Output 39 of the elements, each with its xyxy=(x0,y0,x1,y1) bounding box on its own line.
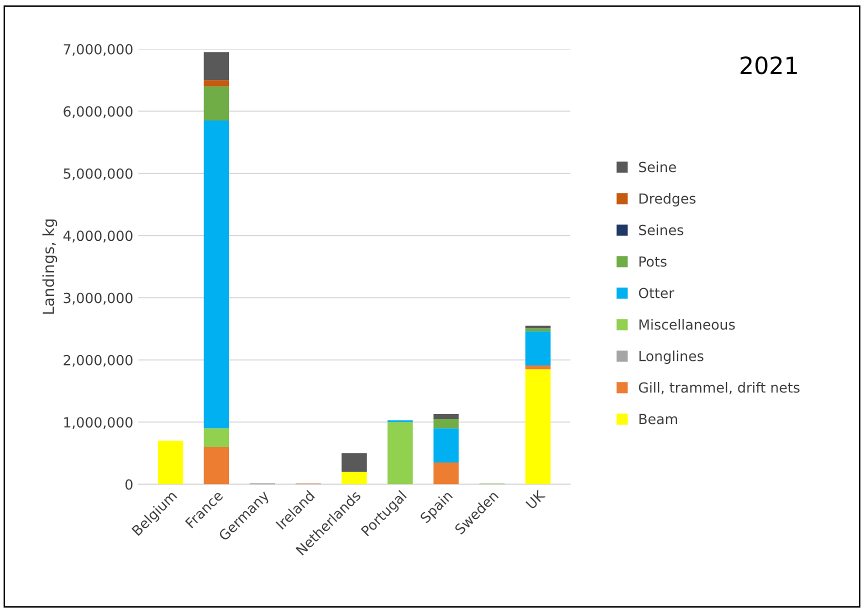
legend-label: Gill, trammel, drift nets xyxy=(638,382,800,394)
bar xyxy=(204,120,230,428)
bar xyxy=(525,331,551,366)
bar xyxy=(525,369,551,484)
bar xyxy=(388,422,413,484)
bar xyxy=(204,86,230,121)
x-tick-label: UK xyxy=(526,489,546,510)
y-tick-label: 4,000,000 xyxy=(63,230,132,242)
text: 2021 xyxy=(740,56,797,74)
bar xyxy=(433,418,459,428)
legend-label: Seine xyxy=(639,162,676,172)
bar xyxy=(525,366,551,370)
y-tick-label: 5,000,000 xyxy=(64,168,132,180)
bar xyxy=(525,328,551,332)
legend-label: Pots xyxy=(639,256,667,267)
bar xyxy=(433,428,459,463)
bar xyxy=(342,472,367,484)
y-axis-title: Landings, kg xyxy=(42,219,58,314)
legend-label: Dredges xyxy=(639,193,696,206)
y-tick-label: 7,000,000 xyxy=(64,44,132,56)
y-tick-label: 3,000,000 xyxy=(64,292,132,305)
bar xyxy=(204,446,230,484)
legend-label: Beam xyxy=(639,414,678,424)
legend-label: Miscellaneous xyxy=(639,319,735,330)
bar xyxy=(204,428,230,447)
bar xyxy=(433,414,459,419)
bar xyxy=(525,326,551,328)
y-tick-label: 6,000,000 xyxy=(64,106,132,118)
bar xyxy=(342,453,367,472)
bar xyxy=(204,52,230,80)
legend-label: Seines xyxy=(639,224,684,236)
bar xyxy=(158,440,184,484)
y-tick-label: 2,000,000 xyxy=(64,354,132,367)
bar xyxy=(204,80,230,86)
y-tick-label: 0 xyxy=(125,479,132,490)
legend-label: Otter xyxy=(638,288,674,298)
legend-label: Longlines xyxy=(639,350,704,364)
bar xyxy=(433,462,459,484)
y-tick-label: 1,000,000 xyxy=(64,417,132,429)
